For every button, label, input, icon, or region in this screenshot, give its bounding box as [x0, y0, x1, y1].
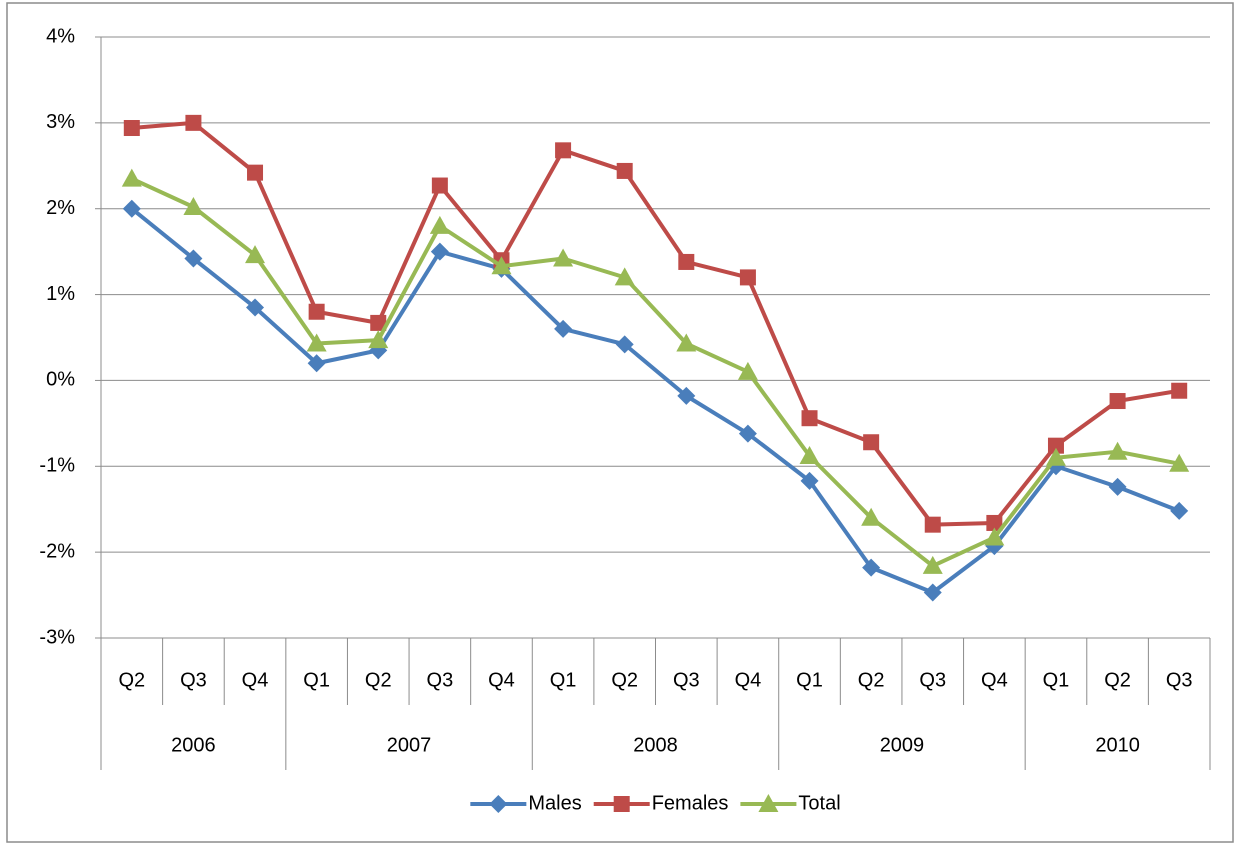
- x-tick-label: Q3: [673, 669, 700, 691]
- x-tick-label: Q2: [365, 669, 392, 691]
- data-point: [676, 333, 697, 352]
- x-group-label: 2010: [1095, 734, 1140, 756]
- data-point: [430, 242, 449, 261]
- legend-label: Total: [798, 792, 840, 814]
- data-point: [308, 303, 325, 320]
- x-tick-label: Q3: [919, 669, 946, 691]
- data-point: [1170, 501, 1189, 520]
- data-point: [737, 361, 758, 380]
- x-tick-label: Q3: [180, 669, 207, 691]
- x-tick-label: Q4: [488, 669, 515, 691]
- data-point: [122, 199, 141, 218]
- x-tick-label: Q1: [796, 669, 823, 691]
- x-group-label: 2009: [880, 734, 925, 756]
- data-point: [739, 269, 756, 286]
- x-tick-label: Q1: [1043, 669, 1070, 691]
- legend-label: Males: [528, 792, 581, 814]
- y-tick-label: -2%: [39, 540, 75, 562]
- legend-marker: [489, 795, 508, 813]
- data-point: [1047, 437, 1064, 454]
- x-tick-label: Q4: [242, 669, 269, 691]
- data-point: [1169, 453, 1190, 472]
- data-point: [924, 516, 941, 533]
- data-point: [491, 256, 512, 275]
- legend-marker: [758, 794, 779, 812]
- y-tick-label: -3%: [39, 626, 75, 648]
- data-point: [1109, 393, 1126, 410]
- data-point: [862, 558, 881, 577]
- data-point: [1108, 477, 1127, 496]
- data-point: [678, 253, 695, 270]
- data-point: [553, 248, 574, 267]
- x-group-label: 2007: [387, 734, 432, 756]
- data-point: [121, 168, 142, 187]
- data-point: [247, 164, 264, 181]
- data-point: [801, 410, 818, 427]
- data-point: [184, 249, 203, 268]
- data-point: [863, 434, 880, 451]
- data-point: [923, 583, 942, 602]
- data-point: [677, 386, 696, 405]
- data-point: [799, 445, 820, 464]
- data-point: [123, 120, 140, 137]
- data-point: [984, 527, 1005, 546]
- data-point: [307, 354, 326, 373]
- data-point: [1171, 382, 1188, 399]
- x-tick-label: Q2: [1104, 669, 1131, 691]
- x-tick-label: Q1: [303, 669, 330, 691]
- y-tick-label: 3%: [46, 111, 75, 133]
- x-tick-label: Q4: [735, 669, 762, 691]
- data-point: [306, 333, 327, 352]
- y-tick-label: 2%: [46, 197, 75, 219]
- data-point: [1045, 447, 1066, 466]
- data-point: [738, 424, 757, 443]
- x-tick-label: Q2: [858, 669, 885, 691]
- data-point: [614, 267, 635, 286]
- x-group-label: 2008: [633, 734, 678, 756]
- y-tick-label: 4%: [46, 25, 75, 47]
- x-tick-label: Q3: [1166, 669, 1193, 691]
- data-point: [616, 162, 633, 179]
- x-tick-label: Q2: [611, 669, 638, 691]
- legend-label: Females: [652, 792, 729, 814]
- x-tick-label: Q3: [427, 669, 454, 691]
- chart-frame: [6, 2, 1234, 843]
- data-point: [1107, 441, 1128, 460]
- data-point: [429, 215, 450, 234]
- x-tick-label: Q1: [550, 669, 577, 691]
- data-point: [245, 245, 266, 264]
- legend: Males Females Total: [470, 792, 841, 814]
- data-point: [554, 319, 573, 338]
- data-point: [246, 298, 265, 317]
- series-line: [131, 120, 1180, 527]
- data-point: [922, 555, 943, 574]
- series-line: [130, 176, 1180, 568]
- data-point: [555, 142, 572, 159]
- data-point: [183, 196, 204, 215]
- data-point: [800, 471, 819, 490]
- data-point: [615, 335, 634, 354]
- data-point: [431, 177, 448, 194]
- y-tick-label: 1%: [46, 283, 75, 305]
- x-group-label: 2006: [171, 734, 216, 756]
- legend-marker: [613, 796, 630, 812]
- data-point: [185, 114, 202, 131]
- data-point: [368, 330, 389, 349]
- x-tick-label: Q2: [118, 669, 145, 691]
- data-point: [986, 514, 1003, 531]
- x-tick-label: Q4: [981, 669, 1008, 691]
- y-tick-label: 0%: [46, 369, 75, 391]
- y-tick-label: -1%: [39, 455, 75, 477]
- data-point: [370, 314, 387, 331]
- series-line: [130, 207, 1180, 595]
- data-point: [861, 507, 882, 526]
